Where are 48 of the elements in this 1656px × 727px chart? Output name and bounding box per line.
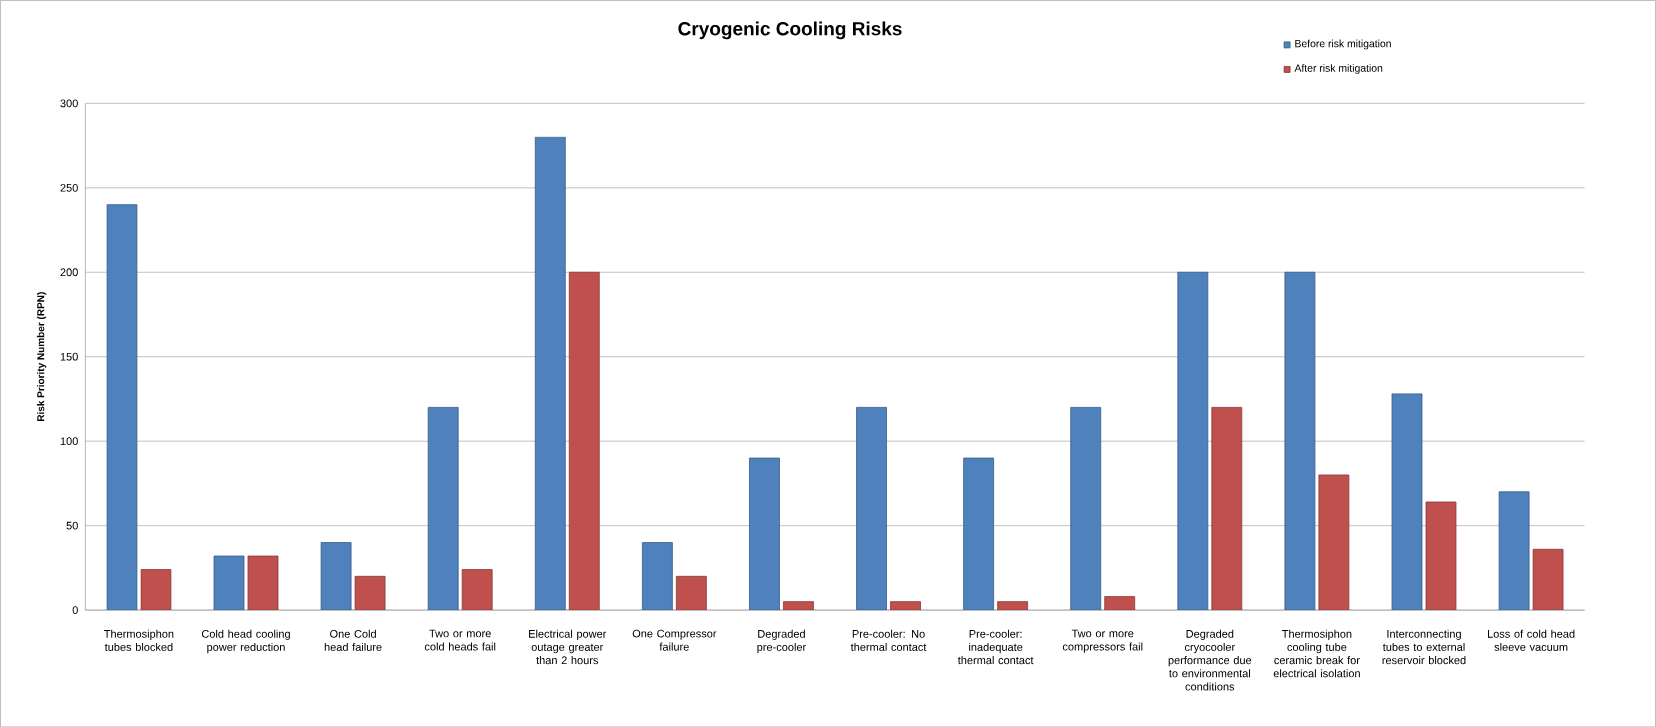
x-tick-label: Interconnecting tubes to external reservoir blocked — [1382, 629, 1466, 664]
y-tick-label: 250 — [60, 183, 78, 192]
bar — [1177, 271, 1209, 610]
bar — [213, 555, 245, 610]
x-tick-label: Loss of cold head sleeve vacuum — [1487, 629, 1575, 651]
bar — [247, 555, 279, 610]
bar — [534, 136, 566, 610]
legend-label: After risk mitigation — [1294, 63, 1383, 74]
x-tick-label: Cold head cooling power reduction — [201, 629, 290, 653]
bar — [1498, 491, 1530, 610]
bar — [106, 204, 138, 610]
x-tick-label: Thermosiphon cooling tube ceramic break for electrical isolation — [1273, 629, 1360, 678]
x-tick-label: Pre-cooler: inadequate thermal contact — [957, 629, 1034, 664]
x-tick-label: Two or more cold heads fail — [424, 629, 496, 651]
bar — [427, 406, 459, 610]
y-tick-label: 50 — [66, 521, 78, 530]
x-tick-label: One Compressor failure — [632, 629, 717, 651]
bar — [568, 271, 600, 610]
bar — [461, 568, 493, 610]
bar — [320, 541, 352, 610]
bar — [641, 541, 673, 610]
bar — [749, 457, 780, 610]
bar — [675, 575, 707, 610]
x-tick-label: Electrical power outage greater than 2 hours — [529, 629, 607, 664]
y-tick-label: 150 — [60, 352, 78, 361]
bar — [1211, 406, 1243, 610]
x-tick-label: Pre-cooler: No thermal contact — [850, 629, 927, 651]
x-tick-label: Two or more compressors fail — [1062, 629, 1143, 653]
bar — [140, 568, 172, 610]
bar — [1425, 501, 1457, 610]
bar — [1532, 548, 1564, 610]
x-tick-label: Degraded cryocooler performance due to environmental conditions — [1168, 629, 1252, 691]
x-tick-label: Degraded pre-cooler — [757, 629, 807, 653]
bar — [1070, 406, 1102, 610]
bar — [1284, 271, 1316, 610]
x-tick-label: Thermosiphon tubes blocked — [104, 629, 174, 651]
y-tick-label: 200 — [60, 268, 78, 276]
legend-label: Before risk mitigation — [1295, 39, 1391, 50]
x-tick-label: One Cold head failure — [324, 629, 382, 651]
y-axis-title: Risk Priority Number (RPN) — [36, 292, 47, 421]
bar — [856, 406, 887, 610]
bar — [1318, 474, 1350, 610]
y-tick-label: 300 — [60, 99, 78, 108]
y-tick-label: 0 — [72, 605, 78, 614]
y-tick-label: 100 — [60, 437, 78, 445]
chart-title: Cryogenic Cooling Risks — [678, 21, 902, 40]
bar — [963, 457, 995, 610]
bar — [1391, 393, 1423, 610]
